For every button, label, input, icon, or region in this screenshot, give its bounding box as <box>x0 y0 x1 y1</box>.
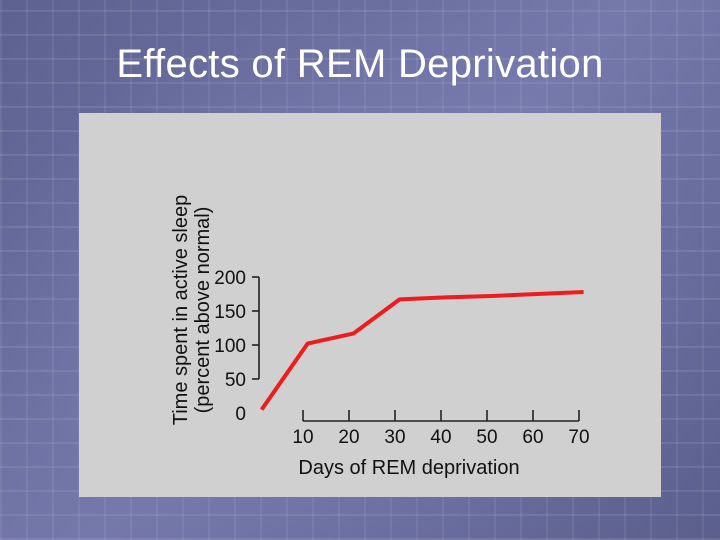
x-tick-label: 40 <box>430 427 451 448</box>
chart-panel: 0 50 100 150 200 10 20 30 40 50 60 70 Time spent i… <box>79 113 661 497</box>
x-axis-title: Days of REM deprivation <box>298 457 519 479</box>
x-tick-label: 20 <box>338 427 359 448</box>
y-axis-title: Time spent in active sleep (percent abov… <box>170 195 214 425</box>
y-tick-label: 200 <box>214 268 246 289</box>
x-tick-label: 30 <box>384 427 405 448</box>
rem-deprivation-chart: 0 50 100 150 200 10 20 30 40 50 60 70 Time spent i… <box>170 195 590 479</box>
y-tick-label: 50 <box>225 370 246 391</box>
y-axis-title-line-2: (percent above normal) <box>192 207 214 414</box>
x-tick-label: 70 <box>568 427 589 448</box>
y-tick-label: 150 <box>214 302 246 323</box>
y-axis-title-line-1: Time spent in active sleep <box>170 195 192 425</box>
x-tick-label: 60 <box>522 427 543 448</box>
y-tick-label: 100 <box>214 336 246 357</box>
data-series <box>259 290 584 411</box>
series-line <box>259 290 584 411</box>
slide-title: Effects of REM Deprivation <box>116 42 604 86</box>
x-tick-label: 10 <box>292 427 313 448</box>
y-tick-label: 0 <box>235 404 246 425</box>
y-axis: 0 50 100 150 200 <box>214 268 260 425</box>
x-axis: 10 20 30 40 50 60 70 <box>292 410 590 448</box>
x-tick-label: 50 <box>476 427 497 448</box>
